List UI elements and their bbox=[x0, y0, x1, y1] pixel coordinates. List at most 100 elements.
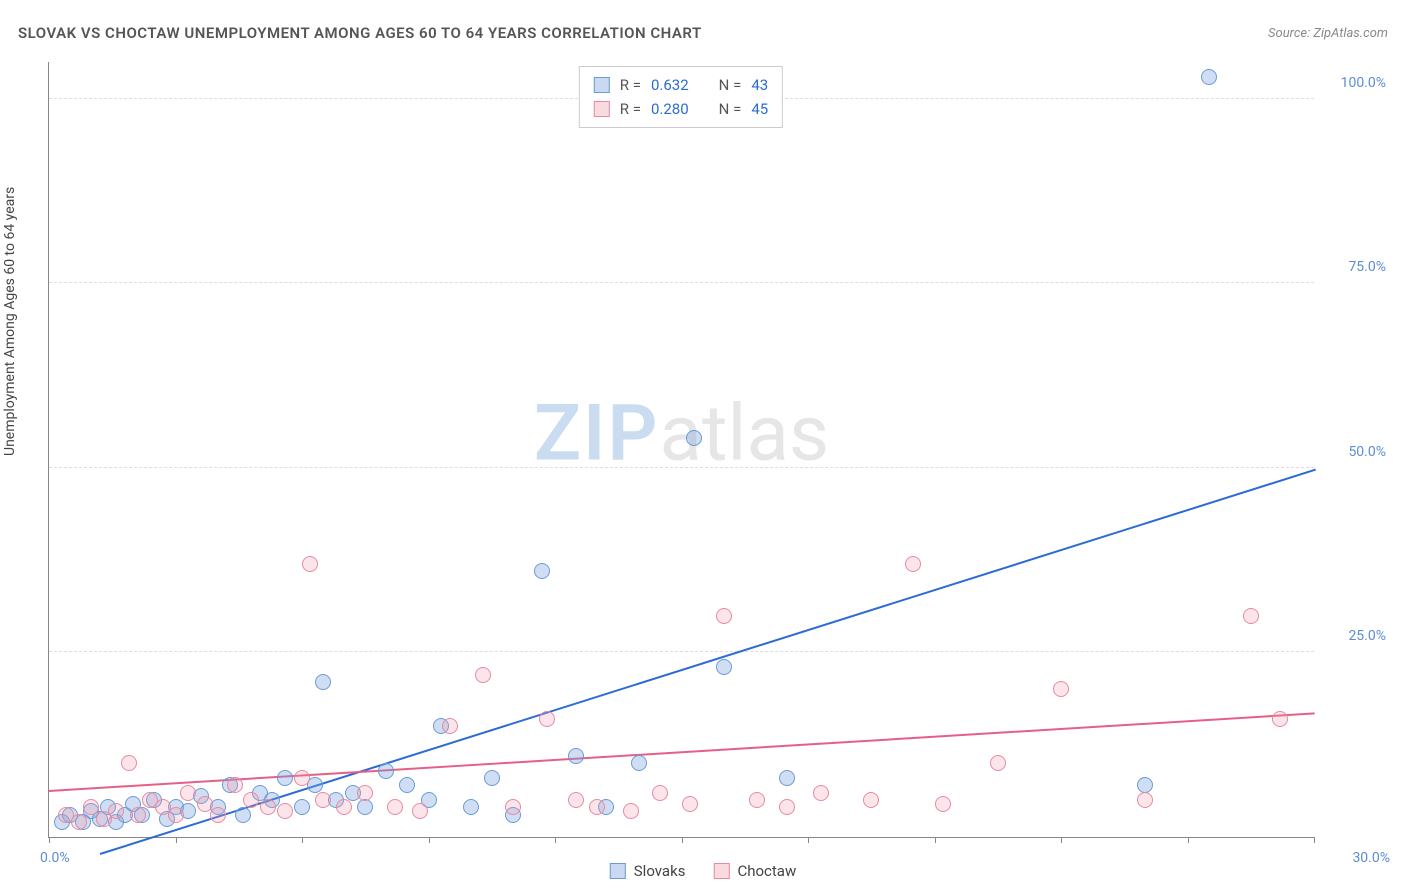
data-point bbox=[475, 667, 491, 683]
data-point bbox=[357, 785, 373, 801]
data-point bbox=[686, 430, 702, 446]
legend-swatch bbox=[594, 77, 610, 93]
data-point bbox=[227, 777, 243, 793]
stats-box: R = 0.632 N = 43R = 0.280 N = 45 bbox=[579, 66, 783, 128]
data-point bbox=[652, 785, 668, 801]
y-tick-label: 25.0% bbox=[1348, 628, 1386, 644]
data-point bbox=[294, 770, 310, 786]
data-point bbox=[534, 563, 550, 579]
data-point bbox=[749, 792, 765, 808]
stats-row: R =0.632N =43 bbox=[594, 73, 768, 97]
legend-item: Choctaw bbox=[713, 862, 796, 880]
legend-label: Slovaks bbox=[634, 862, 686, 880]
data-point bbox=[863, 792, 879, 808]
legend-swatch bbox=[610, 863, 626, 879]
data-point bbox=[442, 718, 458, 734]
x-min-label: 0.0% bbox=[40, 850, 70, 866]
y-tick-label: 75.0% bbox=[1348, 259, 1386, 275]
x-max-label: 30.0% bbox=[1352, 850, 1390, 866]
x-tick bbox=[935, 837, 936, 843]
data-point bbox=[260, 799, 276, 815]
data-point bbox=[631, 755, 647, 771]
data-point bbox=[779, 799, 795, 815]
gridline bbox=[49, 651, 1314, 652]
data-point bbox=[336, 799, 352, 815]
y-tick-label: 100.0% bbox=[1341, 75, 1386, 91]
data-point bbox=[1137, 777, 1153, 793]
gridline bbox=[49, 282, 1314, 283]
data-point bbox=[716, 659, 732, 675]
data-point bbox=[779, 770, 795, 786]
data-point bbox=[682, 796, 698, 812]
x-tick bbox=[1188, 837, 1189, 843]
data-point bbox=[568, 792, 584, 808]
x-tick bbox=[176, 837, 177, 843]
data-point bbox=[71, 814, 87, 830]
stat-r-label: R = bbox=[620, 73, 641, 97]
data-point bbox=[243, 792, 259, 808]
stat-n-label: N = bbox=[719, 97, 742, 121]
data-point bbox=[813, 785, 829, 801]
data-point bbox=[277, 803, 293, 819]
x-tick bbox=[49, 837, 50, 843]
data-point bbox=[294, 799, 310, 815]
x-tick bbox=[1314, 837, 1315, 843]
data-point bbox=[180, 785, 196, 801]
data-point bbox=[716, 608, 732, 624]
data-point bbox=[539, 711, 555, 727]
data-point bbox=[484, 770, 500, 786]
data-point bbox=[568, 748, 584, 764]
chart-title: SLOVAK VS CHOCTAW UNEMPLOYMENT AMONG AGE… bbox=[18, 24, 702, 42]
data-point bbox=[1201, 69, 1217, 85]
data-point bbox=[463, 799, 479, 815]
data-point bbox=[1053, 681, 1069, 697]
data-point bbox=[235, 807, 251, 823]
data-point bbox=[1137, 792, 1153, 808]
stat-n-value: 43 bbox=[751, 73, 768, 97]
stat-r-value: 0.280 bbox=[651, 97, 689, 121]
stat-r-label: R = bbox=[620, 97, 641, 121]
data-point bbox=[210, 807, 226, 823]
x-tick bbox=[808, 837, 809, 843]
trend-line bbox=[99, 469, 1315, 855]
legend-swatch bbox=[713, 863, 729, 879]
data-point bbox=[905, 556, 921, 572]
y-tick-label: 50.0% bbox=[1348, 444, 1386, 460]
x-tick bbox=[1061, 837, 1062, 843]
data-point bbox=[589, 799, 605, 815]
plot-region: ZIPatlas 25.0%50.0%75.0%100.0% bbox=[48, 62, 1314, 838]
data-point bbox=[168, 807, 184, 823]
legend-swatch bbox=[594, 101, 610, 117]
data-point bbox=[302, 556, 318, 572]
source-label: Source: ZipAtlas.com bbox=[1268, 26, 1388, 41]
data-point bbox=[315, 792, 331, 808]
x-tick bbox=[682, 837, 683, 843]
stat-r-value: 0.632 bbox=[651, 73, 689, 97]
data-point bbox=[108, 803, 124, 819]
data-point bbox=[277, 770, 293, 786]
data-point bbox=[130, 807, 146, 823]
data-point bbox=[315, 674, 331, 690]
chart-area: ZIPatlas 25.0%50.0%75.0%100.0% R = 0.632 N… bbox=[48, 62, 1314, 838]
data-point bbox=[399, 777, 415, 793]
stat-n-value: 45 bbox=[751, 97, 768, 121]
data-point bbox=[505, 799, 521, 815]
data-point bbox=[357, 799, 373, 815]
y-axis-label: Unemployment Among Ages 60 to 64 years bbox=[2, 436, 18, 456]
x-tick bbox=[555, 837, 556, 843]
x-tick bbox=[429, 837, 430, 843]
data-point bbox=[990, 755, 1006, 771]
x-tick bbox=[302, 837, 303, 843]
stats-row: R = 0.280 N = 45 bbox=[594, 97, 768, 121]
data-point bbox=[378, 763, 394, 779]
data-point bbox=[1243, 608, 1259, 624]
legend: Slovaks Choctaw bbox=[610, 862, 796, 880]
data-point bbox=[1272, 711, 1288, 727]
data-point bbox=[412, 803, 428, 819]
watermark: ZIPatlas bbox=[534, 389, 829, 480]
data-point bbox=[387, 799, 403, 815]
data-point bbox=[121, 755, 137, 771]
data-point bbox=[935, 796, 951, 812]
data-point bbox=[623, 803, 639, 819]
legend-item: Slovaks bbox=[610, 862, 686, 880]
